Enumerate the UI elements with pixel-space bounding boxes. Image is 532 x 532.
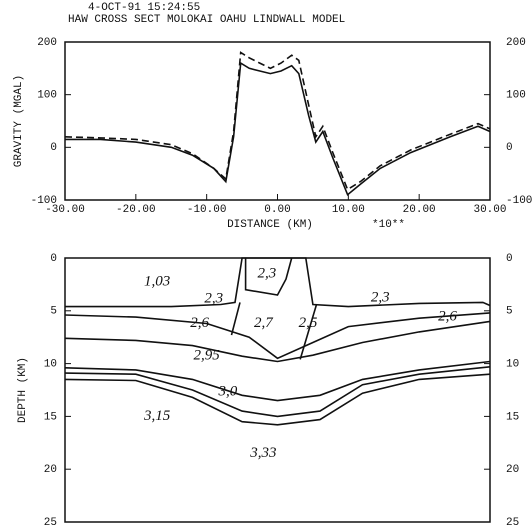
density-label: 2,95: [194, 348, 221, 364]
y-tick-label-right: 100: [506, 90, 526, 102]
y-tick-label-right: 10: [506, 359, 519, 371]
chart-title: 4-OCT-91 15:24:55: [88, 2, 200, 14]
line-series: [64, 366, 491, 418]
x-tick-label: -30.00: [45, 204, 85, 216]
y-tick-label: 10: [44, 359, 57, 371]
x-tick-label: -10.00: [187, 204, 227, 216]
y-axis-label: DEPTH (KM): [17, 357, 29, 423]
y-tick-label: 5: [50, 306, 57, 318]
x-axis-note: *10**: [372, 219, 405, 231]
line-series: [64, 51, 491, 191]
x-tick-label: 0.00: [264, 204, 290, 216]
density-label: 2,7: [254, 315, 274, 331]
line-series: [64, 320, 491, 363]
line-series: [64, 312, 491, 360]
density-label: 1,03: [144, 274, 170, 290]
y-tick-label-right: -100: [506, 195, 532, 207]
x-axis-label: DISTANCE (KM): [227, 219, 313, 231]
density-label: 2,6: [438, 309, 457, 325]
line-series: [299, 304, 318, 360]
y-tick-label-right: 15: [506, 411, 519, 423]
x-tick-label: -20.00: [116, 204, 156, 216]
density-label: 2,3: [371, 290, 390, 306]
density-label: 3,33: [249, 445, 276, 461]
y-tick-label-right: 25: [506, 517, 519, 529]
y-tick-label: 200: [37, 37, 57, 49]
density-label: 2,6: [190, 315, 209, 331]
line-series: [65, 61, 491, 197]
x-tick-label: 20.00: [403, 204, 436, 216]
y-tick-label-right: 0: [506, 142, 513, 154]
x-tick-label: 30.00: [473, 204, 506, 216]
y-tick-label: 25: [44, 517, 57, 529]
y-tick-label-right: 0: [506, 253, 513, 265]
y-tick-label: 20: [44, 464, 57, 476]
y-tick-label: 100: [37, 90, 57, 102]
density-label: 2,3: [204, 291, 223, 307]
y-tick-label-right: 20: [506, 464, 519, 476]
density-label: 2,5: [299, 315, 318, 331]
line-series: [64, 360, 491, 402]
chart-subtitle: HAW CROSS SECT MOLOKAI OAHU LINDWALL MOD…: [68, 14, 345, 26]
y-tick-label: 15: [44, 411, 57, 423]
line-series: [65, 257, 491, 308]
line-series: [230, 302, 241, 336]
density-label: 2,3: [258, 265, 277, 281]
density-label: 3,0: [218, 384, 238, 400]
x-tick-label: 10.00: [332, 204, 365, 216]
line-series: [64, 373, 491, 426]
y-tick-label: -100: [31, 195, 57, 207]
y-tick-label-right: 200: [506, 37, 526, 49]
density-label: 3,15: [143, 408, 171, 424]
line-series: [244, 257, 293, 296]
y-tick-label-right: 5: [506, 306, 513, 318]
y-tick-label: 0: [50, 253, 57, 265]
y-axis-label: GRAVITY (MGAL): [13, 75, 25, 167]
y-tick-label: 0: [50, 142, 57, 154]
